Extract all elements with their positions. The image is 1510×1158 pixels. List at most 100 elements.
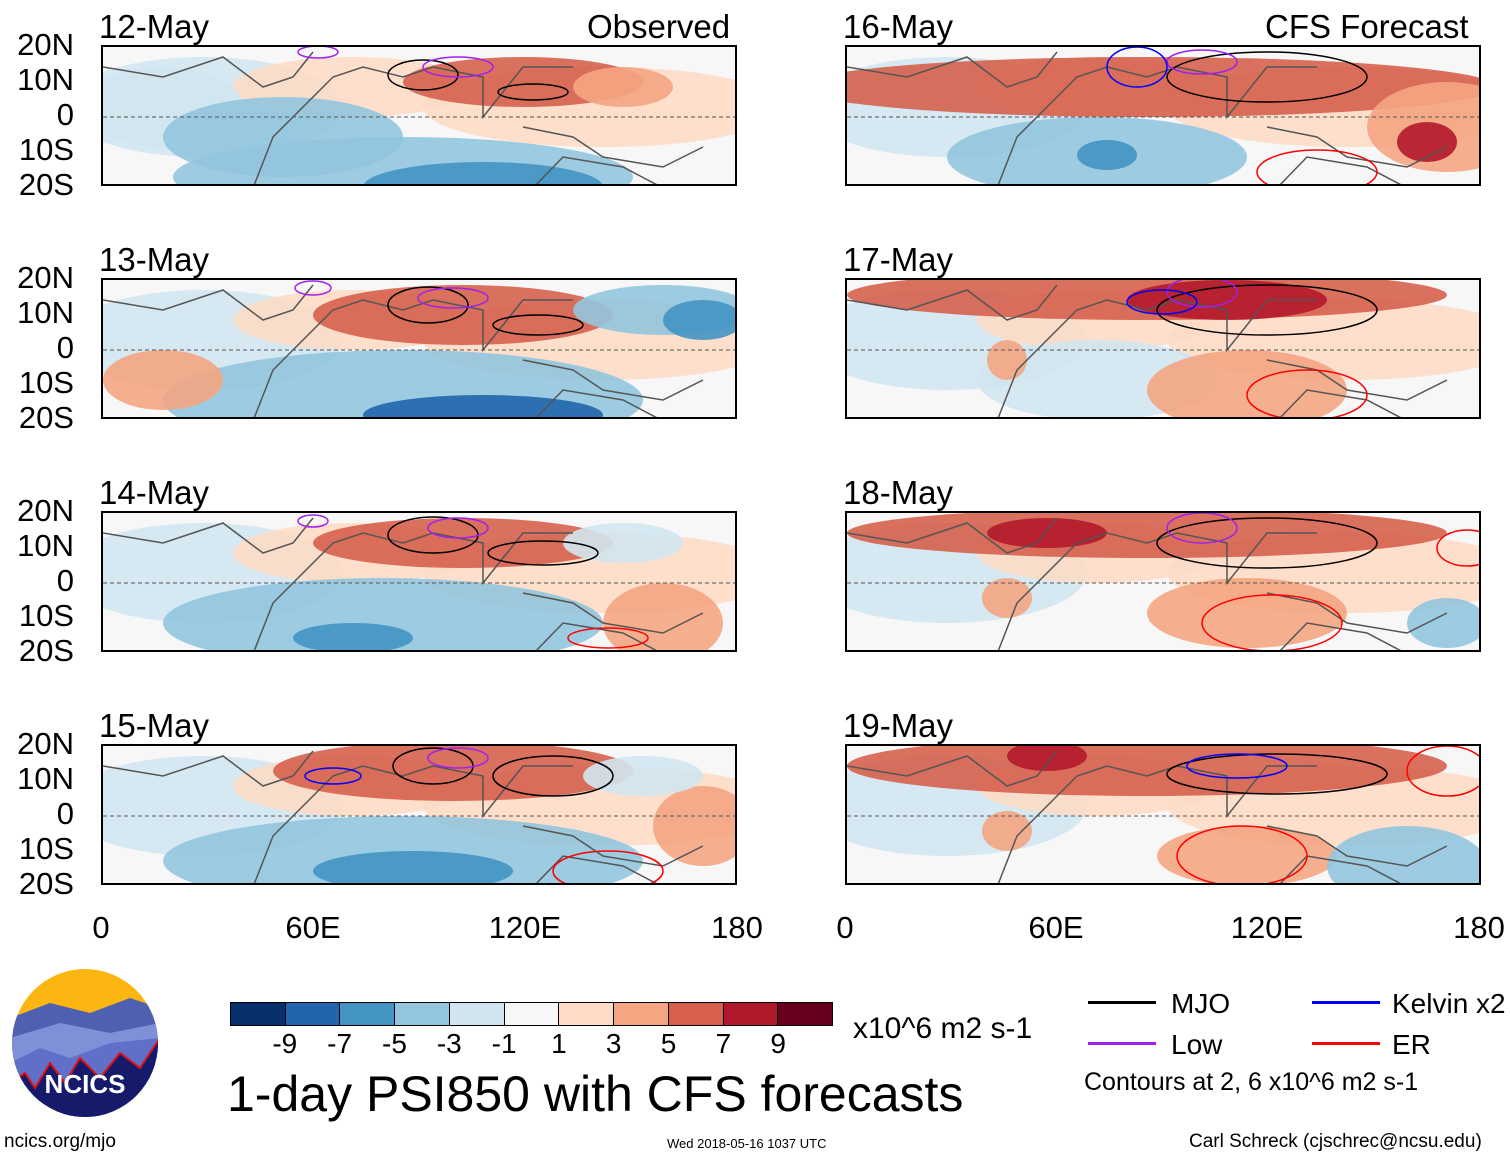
- wave-contour: [487, 540, 599, 566]
- anomaly-shading: [982, 811, 1032, 851]
- wave-contour: [1166, 513, 1238, 544]
- colorbar-label: -1: [491, 1028, 517, 1059]
- lat-tick-label: 10N: [17, 761, 74, 796]
- map-panel: [101, 744, 737, 885]
- anomaly-shading: [1147, 578, 1347, 648]
- wave-contour: [1176, 825, 1308, 883]
- legend-low-label: Low: [1171, 1029, 1223, 1060]
- lat-tick-label: 0: [56, 796, 74, 831]
- anomaly-shading: [163, 97, 403, 177]
- legend-er-line: [1312, 1042, 1380, 1045]
- anomaly-shading: [1007, 746, 1087, 771]
- map-panel: [101, 45, 737, 186]
- wave-contour: [417, 287, 489, 309]
- panel-date-13-may: 13-May: [99, 241, 210, 278]
- colorbar-label: 9: [770, 1028, 786, 1059]
- colorbar-label: 1: [551, 1028, 567, 1059]
- ncics-logo: NCICS: [12, 969, 158, 1117]
- anomaly-shading: [982, 578, 1032, 618]
- anomaly-shading: [103, 350, 223, 410]
- lat-tick-label: 10S: [18, 132, 74, 167]
- colorbar-units: x10^6 m2 s-1: [853, 1012, 1033, 1045]
- lat-tick-label: 0: [56, 97, 74, 132]
- map-panel: [845, 278, 1481, 419]
- lat-tick-label: 10S: [18, 365, 74, 400]
- colorbar-label: -5: [382, 1028, 407, 1059]
- panel-date-16-may: 16-May: [843, 8, 954, 45]
- legend-kelvin-line: [1312, 1001, 1380, 1004]
- colorbar-swatch: [340, 1003, 396, 1025]
- anomaly-shading: [313, 285, 613, 345]
- wave-contour: [1186, 753, 1288, 779]
- anomaly-shading: [653, 786, 735, 866]
- anomaly-shading: [1397, 122, 1457, 162]
- anomaly-shading: [163, 578, 603, 650]
- coastline: [103, 51, 704, 184]
- colorbar-swatch: [614, 1003, 669, 1025]
- colorbar-swatch: [395, 1003, 450, 1025]
- anomaly-shading: [847, 746, 1447, 796]
- legend-kelvin-label: Kelvin x2: [1392, 988, 1506, 1019]
- wave-contour: [1106, 47, 1168, 88]
- lon-tick-label: 180: [1453, 910, 1505, 945]
- anomaly-shading: [1407, 598, 1479, 648]
- map-panel: [845, 744, 1481, 885]
- anomaly-shading: [847, 513, 1447, 558]
- anomaly-shading: [1127, 280, 1327, 320]
- lon-tick-label: 180: [711, 910, 763, 945]
- lat-tick-label: 20S: [18, 633, 74, 668]
- anomaly-shading: [313, 518, 613, 568]
- wave-contour: [567, 627, 649, 649]
- panel-date-15-may: 15-May: [99, 707, 210, 744]
- lat-tick-label: 10N: [17, 528, 74, 563]
- lat-tick-label: 0: [56, 330, 74, 365]
- footer-url[interactable]: ncics.org/mjo: [4, 1131, 116, 1152]
- wave-contour: [492, 755, 614, 797]
- anomaly-shading: [987, 340, 1027, 380]
- panel-date-12-may: 12-May: [99, 8, 210, 45]
- map-panel: [101, 511, 737, 652]
- coastline: [847, 51, 1448, 184]
- lat-tick-label: 20S: [18, 400, 74, 435]
- wave-contour: [1166, 51, 1368, 103]
- legend-low-line: [1088, 1042, 1156, 1045]
- legend-mjo-label: MJO: [1171, 988, 1231, 1019]
- logo-text: NCICS: [45, 1069, 126, 1099]
- wave-contour: [1256, 149, 1378, 184]
- lat-tick-label: 20N: [17, 27, 74, 62]
- lat-tick-label: 20N: [17, 493, 74, 528]
- legend-er-label: ER: [1392, 1029, 1431, 1060]
- lat-tick-label: 10N: [17, 62, 74, 97]
- wave-contour: [427, 747, 489, 769]
- anomaly-shading: [573, 67, 673, 107]
- colorbar-swatch: [559, 1003, 615, 1025]
- wave-contour: [1436, 529, 1479, 567]
- coastline: [103, 284, 704, 417]
- lat-tick-label: 10S: [18, 831, 74, 866]
- lat-tick-label: 20S: [18, 167, 74, 202]
- colorbar-label: 5: [660, 1028, 677, 1059]
- wave-contour: [297, 47, 339, 59]
- anomaly-shading: [1077, 140, 1137, 170]
- lon-tick-label: 120E: [1230, 910, 1304, 945]
- wave-contour: [1166, 753, 1388, 795]
- wave-contour: [427, 517, 489, 539]
- wave-contour: [297, 514, 329, 528]
- wave-contour: [1246, 369, 1368, 417]
- wave-contour: [1156, 517, 1378, 569]
- colorbar-swatch: [778, 1003, 833, 1025]
- colorbar: [230, 1002, 833, 1026]
- colorbar-label: 3: [605, 1028, 622, 1059]
- wave-contour: [552, 850, 664, 883]
- wave-contour: [304, 767, 362, 785]
- coastline: [103, 750, 704, 883]
- anomaly-shading: [987, 518, 1107, 548]
- anomaly-shading: [273, 746, 633, 801]
- anomaly-shading: [663, 300, 735, 340]
- lon-tick-label: 0: [836, 910, 854, 945]
- anomaly-shading: [847, 57, 1479, 117]
- footer-author: Carl Schreck (cjschrec@ncsu.edu): [1189, 1131, 1482, 1152]
- map-panel: [101, 278, 737, 419]
- wave-contour: [422, 56, 494, 78]
- wave-contour: [492, 314, 584, 336]
